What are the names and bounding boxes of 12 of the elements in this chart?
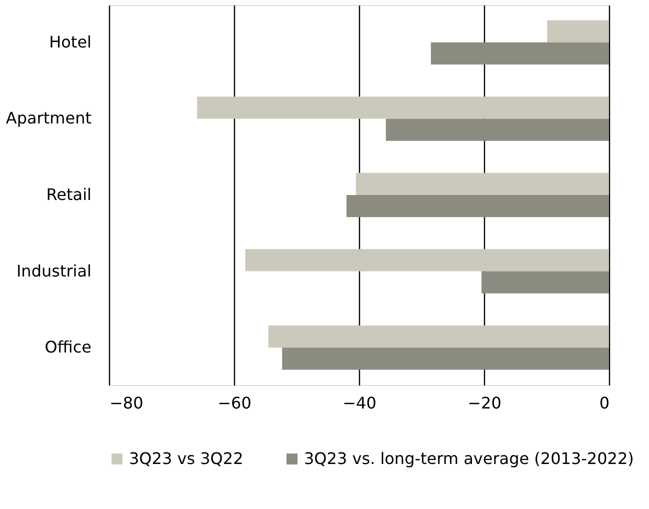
x-tick-label: −80 <box>110 394 144 412</box>
x-tick-label: −20 <box>468 394 502 412</box>
y-tick-label: Retail <box>46 185 92 204</box>
y-tick-label: Hotel <box>49 32 92 52</box>
y-tick-label: Office <box>44 338 92 357</box>
x-tick-label: −60 <box>218 394 252 412</box>
x-tick-label: −40 <box>342 394 376 412</box>
x-tick-label: 0 <box>599 394 610 412</box>
y-tick-label: Industrial <box>16 261 92 280</box>
y-tick-label: Apartment <box>6 108 92 128</box>
legend-label: 3Q23 vs. long-term average (2013-2022) <box>304 449 634 468</box>
legend-label: 3Q23 vs 3Q22 <box>129 449 244 468</box>
